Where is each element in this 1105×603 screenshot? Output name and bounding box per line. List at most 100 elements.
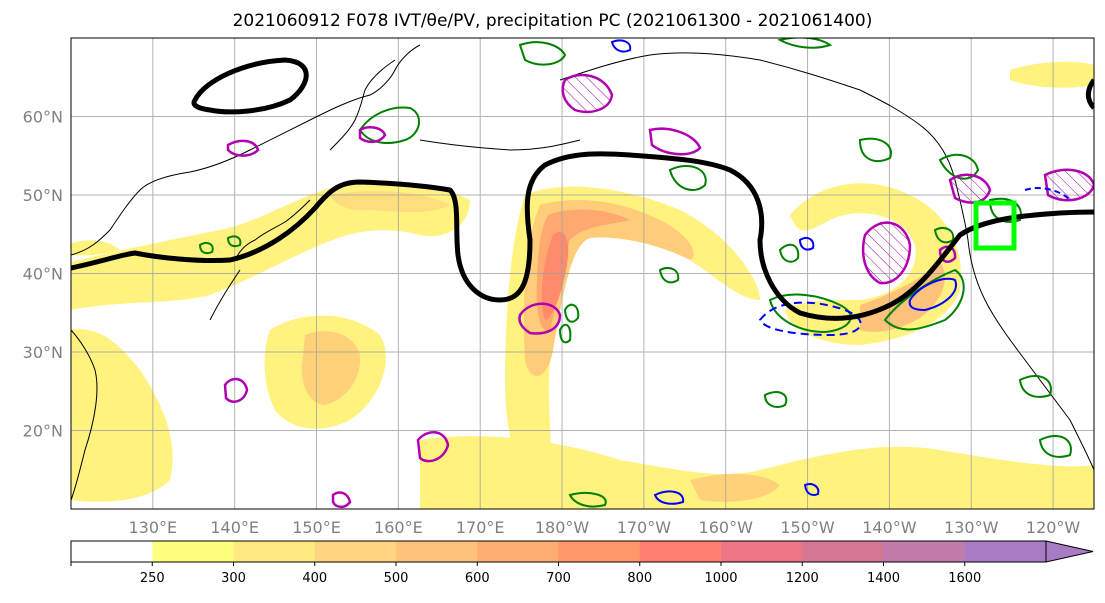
longitude-labels: 130°E 140°E 150°E 160°E 170°E 180°W 170°W 160°W… bbox=[129, 518, 1081, 537]
colorbar-label: 600 bbox=[465, 571, 490, 586]
colorbar-label: 500 bbox=[384, 571, 409, 586]
colorbar-segment bbox=[477, 541, 559, 562]
longitude-label: 140°W bbox=[862, 518, 917, 537]
pv-contour bbox=[226, 139, 260, 157]
coastlines bbox=[71, 44, 1094, 501]
theta-e-contour bbox=[763, 391, 788, 408]
jet-contour-edge bbox=[1085, 78, 1094, 110]
pv-contour bbox=[223, 377, 249, 403]
coastline-china bbox=[71, 329, 98, 501]
theta-e-contour bbox=[668, 165, 707, 191]
colorbar-label: 1600 bbox=[948, 571, 981, 586]
precip-contours bbox=[610, 39, 1071, 505]
longitude-label: 180°W bbox=[535, 518, 590, 537]
pv-contour bbox=[648, 127, 702, 156]
pv-contour bbox=[331, 491, 352, 509]
longitude-label: 120°W bbox=[1026, 518, 1081, 537]
theta-e-contour bbox=[226, 235, 242, 248]
precip-contour-dashed bbox=[1024, 187, 1071, 201]
colorbar-label: 800 bbox=[627, 571, 652, 586]
theta-e-contour bbox=[568, 492, 607, 508]
coastline-alaska bbox=[559, 52, 956, 181]
target-region-box bbox=[973, 200, 1017, 251]
latitude-label: 20°N bbox=[23, 422, 63, 441]
theta-e-contour bbox=[658, 267, 680, 284]
theta-e-contour bbox=[777, 38, 833, 49]
precip-contour bbox=[803, 483, 820, 496]
colorbar-segment bbox=[721, 541, 803, 562]
coastline-aleutians bbox=[419, 139, 581, 151]
theta-e-contour bbox=[938, 153, 980, 180]
theta-e-contour bbox=[198, 242, 214, 255]
ivt-region-west-inner bbox=[330, 191, 450, 213]
longitude-label: 130°E bbox=[129, 518, 178, 537]
colorbar-segment bbox=[396, 541, 478, 562]
theta-e-contour bbox=[563, 303, 580, 323]
coastline-north-america bbox=[954, 179, 1094, 471]
pv-contour bbox=[1043, 168, 1094, 202]
colorbar-segment bbox=[71, 541, 153, 562]
colorbar-segment bbox=[233, 541, 316, 562]
ivt-region-south-inner bbox=[690, 473, 780, 502]
latitude-label: 30°N bbox=[23, 343, 63, 362]
longitude-label: 160°E bbox=[374, 518, 423, 537]
pv-contours bbox=[223, 73, 1094, 509]
colorbar-extension bbox=[1045, 540, 1094, 563]
ivt-shading bbox=[71, 61, 1094, 509]
ivt-region-south bbox=[420, 436, 1094, 509]
theta-e-contour bbox=[1018, 375, 1052, 398]
colorbar-segment bbox=[558, 541, 641, 562]
jet-contour bbox=[71, 151, 1094, 321]
ivt-region-subtropical-west bbox=[71, 329, 173, 502]
colorbar-segment bbox=[802, 541, 884, 562]
longitude-label: 140°E bbox=[210, 518, 259, 537]
latitude-labels: 20°N 30°N 40°N 50°N 60°N bbox=[23, 108, 63, 441]
ivt-region-north-left bbox=[71, 240, 120, 256]
latitude-label: 50°N bbox=[23, 186, 63, 205]
theta-e-contour bbox=[778, 243, 800, 263]
figure-title-container: 2021060912 F078 IVT/θe/PV, precipitation… bbox=[0, 0, 1105, 34]
colorbar-label: 1200 bbox=[786, 571, 819, 586]
coastline-asia bbox=[71, 44, 421, 256]
colorbar: 250 300 400 500 600 700 800 1000 1200 1400 1600 bbox=[70, 540, 1094, 586]
colorbar-segment bbox=[883, 541, 966, 562]
map-content bbox=[71, 38, 1094, 509]
theta-e-contour bbox=[558, 323, 572, 344]
colorbar-label: 250 bbox=[140, 571, 165, 586]
pv-contour bbox=[518, 302, 562, 335]
jet-contour-closed bbox=[191, 57, 309, 115]
latitude-label: 40°N bbox=[23, 265, 63, 284]
precip-contour bbox=[610, 39, 632, 53]
longitude-label: 130°W bbox=[944, 518, 999, 537]
theta-e-contour bbox=[358, 106, 420, 144]
pv-contour bbox=[561, 73, 614, 114]
theta-e-contour bbox=[518, 41, 567, 66]
precip-contour bbox=[798, 237, 815, 251]
colorbar-label: 300 bbox=[221, 571, 246, 586]
map-frame bbox=[70, 37, 1095, 510]
colorbar-segment bbox=[639, 541, 722, 562]
longitude-label: 170°E bbox=[456, 518, 505, 537]
pv-contour bbox=[861, 221, 912, 285]
theta-e-contour bbox=[1038, 435, 1072, 458]
coastline-japan bbox=[209, 199, 311, 321]
colorbar-label: 700 bbox=[546, 571, 571, 586]
colorbar-label: 1400 bbox=[867, 571, 900, 586]
longitude-label: 170°W bbox=[617, 518, 672, 537]
longitude-label: 160°W bbox=[699, 518, 754, 537]
theta-e-contour bbox=[988, 197, 1022, 223]
colorbar-segment bbox=[964, 541, 1047, 562]
colorbar-segment bbox=[314, 541, 397, 562]
coastline-kamchatka bbox=[329, 59, 396, 151]
colorbar-label: 1000 bbox=[704, 571, 737, 586]
figure-title: 2021060912 F078 IVT/θe/PV, precipitation… bbox=[232, 11, 873, 31]
pv-contour bbox=[358, 126, 387, 144]
longitude-label: 150°E bbox=[292, 518, 341, 537]
theta-e-contour bbox=[768, 293, 852, 334]
longitude-label: 150°W bbox=[780, 518, 835, 537]
theta-e-contour bbox=[883, 268, 965, 331]
pv-contour bbox=[948, 173, 992, 204]
latitude-label: 60°N bbox=[23, 108, 63, 127]
colorbar-label: 400 bbox=[302, 571, 327, 586]
